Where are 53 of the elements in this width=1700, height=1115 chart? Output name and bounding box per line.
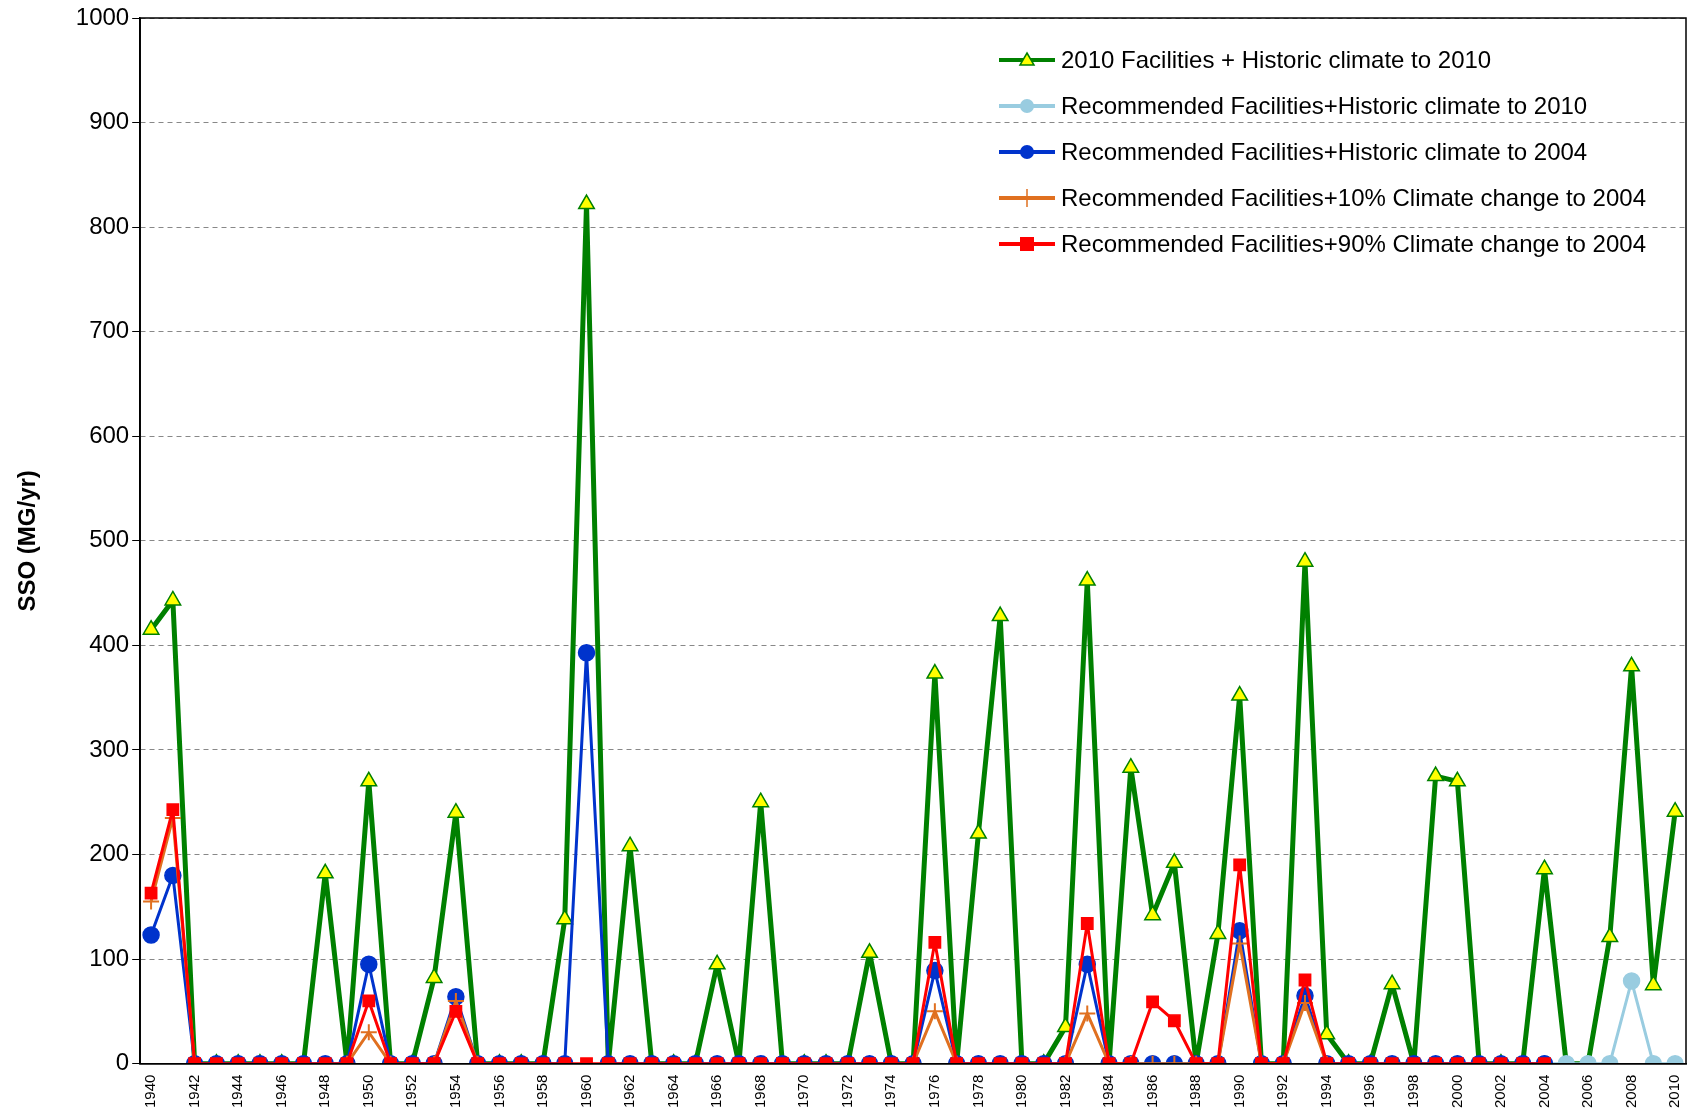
x-tick-label: 1976	[925, 1074, 943, 1109]
x-tick-label: 1948	[315, 1074, 333, 1109]
x-tick-label: 2004	[1534, 1074, 1552, 1109]
x-tick-label: 1968	[750, 1074, 768, 1109]
x-tick-label: 2006	[1578, 1074, 1596, 1109]
y-tick-label: 700	[89, 316, 130, 344]
x-tick-label: 1940	[141, 1074, 159, 1109]
legend-label: 2010 Facilities + Historic climate to 2010	[1061, 45, 1492, 75]
x-tick-label: 1956	[489, 1074, 507, 1109]
y-tick-label: 400	[89, 630, 130, 657]
x-tick-label: 1986	[1142, 1074, 1160, 1109]
y-axis-title: SSO (MG/yr)	[13, 470, 41, 612]
x-tick-label: 1950	[358, 1074, 376, 1109]
legend-label: Recommended Facilities+10% Climate change to 2004	[1061, 183, 1646, 213]
y-tick-label: 300	[89, 734, 130, 762]
legend-label: Recommended Facilities+Historic climate to 2010	[1061, 91, 1588, 121]
x-tick-label: 1944	[228, 1074, 246, 1109]
x-tick-label: 1962	[620, 1074, 638, 1109]
y-tick-label: 800	[89, 211, 130, 239]
y-tick-label: 900	[89, 107, 130, 135]
x-tick-label: 1964	[663, 1074, 681, 1109]
y-tick-label: 100	[89, 943, 130, 971]
x-tick-label: 1996	[1360, 1074, 1378, 1109]
x-tick-label: 1980	[1012, 1074, 1030, 1109]
x-tick-label: 1966	[707, 1074, 725, 1109]
x-tick-label: 1942	[184, 1074, 202, 1109]
x-tick-label: 1994	[1316, 1074, 1334, 1109]
x-tick-label: 1974	[881, 1074, 899, 1109]
x-tick-label: 1982	[1055, 1074, 1073, 1109]
x-tick-label: 1952	[402, 1074, 420, 1109]
x-tick-label: 1998	[1403, 1074, 1421, 1109]
y-tick-label: 0	[115, 1048, 130, 1076]
x-tick-label: 1954	[446, 1074, 464, 1109]
x-tick-label: 1988	[1186, 1074, 1204, 1109]
x-tick-label: 2002	[1491, 1074, 1509, 1109]
legend-label: Recommended Facilities+Historic climate to 2004	[1061, 137, 1588, 167]
x-tick-label: 1972	[837, 1074, 855, 1109]
y-tick-label: 500	[89, 525, 130, 553]
x-tick-label: 1992	[1273, 1074, 1291, 1109]
x-tick-label: 1990	[1229, 1074, 1247, 1109]
x-tick-label: 2010	[1665, 1074, 1683, 1109]
x-tick-label: 2008	[1621, 1074, 1639, 1109]
x-tick-label: 1984	[1099, 1074, 1117, 1109]
x-tick-label: 1978	[968, 1074, 986, 1109]
x-tick-label: 1946	[271, 1074, 289, 1109]
x-tick-label: 1970	[794, 1074, 812, 1109]
x-tick-label: 1960	[576, 1074, 594, 1109]
legend-label: Recommended Facilities+90% Climate change to 2004	[1061, 229, 1646, 259]
x-tick-label: 2000	[1447, 1074, 1465, 1109]
x-tick-label: 1958	[533, 1074, 551, 1109]
y-tick-label: 1000	[75, 2, 130, 30]
y-tick-label: 600	[89, 420, 130, 448]
y-tick-label: 200	[89, 839, 130, 867]
